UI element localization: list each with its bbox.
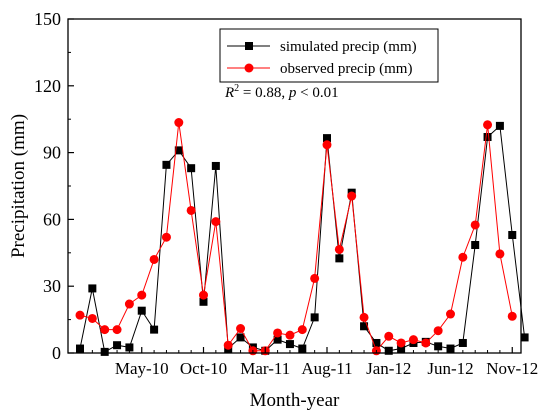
observed-data-point: [495, 249, 505, 259]
simulated-data-point: [483, 133, 492, 142]
simulated-data-point: [236, 333, 245, 342]
observed-data-point: [396, 338, 406, 348]
x-tick-label: Aug-11: [301, 359, 352, 378]
x-tick-label: May-10: [115, 359, 169, 378]
simulated-data-point: [298, 344, 307, 353]
observed-data-point: [100, 325, 110, 335]
r2-value: = 0.88,: [239, 85, 289, 101]
legend-label-observed: observed precip (mm): [280, 61, 412, 77]
observed-data-point: [285, 330, 295, 340]
observed-data-point: [483, 120, 493, 130]
y-axis-label: Precipitation (mm): [8, 114, 29, 258]
observed-data-point: [359, 312, 369, 322]
observed-data-point: [161, 232, 171, 242]
legend: simulated precip (mm) observed precip (m…: [219, 28, 439, 83]
y-tick-label: 60: [43, 209, 61, 229]
simulated-data-point: [88, 284, 97, 293]
simulated-data-point: [211, 161, 220, 170]
observed-data-point: [458, 252, 468, 262]
simulated-data-point: [285, 340, 294, 349]
y-tick-label: 0: [52, 343, 61, 363]
p-value: < 0.01: [296, 85, 338, 101]
observed-data-point: [310, 273, 320, 283]
observed-data-point: [446, 309, 455, 319]
legend-box: [219, 28, 439, 83]
p-letter: p: [288, 85, 297, 101]
simulated-data-point: [434, 342, 443, 351]
r2-letter: R: [224, 85, 234, 101]
simulated-data-point: [174, 146, 183, 155]
simulated-data-point: [458, 338, 467, 347]
x-tick-label: Oct-10: [180, 359, 227, 378]
observed-data-point: [347, 191, 357, 201]
simulated-data-point: [310, 313, 319, 322]
legend-label-simulated: simulated precip (mm): [280, 39, 417, 55]
y-tick-label: 90: [43, 143, 61, 163]
observed-data-point: [174, 118, 184, 128]
simulated-data-point: [495, 121, 504, 130]
observed-data-point: [149, 254, 159, 264]
simulated-data-point: [397, 344, 406, 353]
r2-superscript: 2: [234, 83, 239, 94]
x-axis-label: Month-year: [250, 390, 340, 411]
observed-data-point: [470, 220, 480, 230]
x-tick-label: Jun-12: [427, 359, 473, 378]
simulated-data-point: [76, 344, 84, 353]
simulated-data-point: [508, 230, 517, 239]
y-tick-label: 30: [43, 276, 61, 296]
observed-data-point: [322, 140, 332, 150]
observed-data-point: [211, 217, 221, 227]
observed-data-point: [297, 325, 307, 335]
simulated-data-point: [335, 254, 344, 263]
simulated-data-point: [273, 335, 282, 344]
x-tick-label: Mar-11: [240, 359, 290, 378]
observed-data-point: [223, 340, 233, 350]
simulated-data-point: [187, 164, 196, 173]
x-tick-label: Nov-12: [486, 359, 538, 378]
y-tick-label: 120: [34, 76, 61, 96]
x-tick-label: Jan-12: [366, 359, 411, 378]
simulated-data-point: [323, 134, 331, 143]
observed-data-point: [199, 290, 208, 300]
simulated-data-point: [360, 322, 369, 331]
simulated-data-point: [372, 338, 381, 347]
observed-data-point: [112, 325, 122, 335]
observed-data-point: [186, 205, 196, 215]
observed-data-point: [421, 338, 431, 348]
simulated-data-point: [162, 160, 171, 169]
observed-data-point: [273, 328, 283, 338]
observed-data-point: [384, 331, 394, 341]
simulated-data-point: [113, 341, 122, 350]
simulated-data-point: [125, 343, 134, 352]
simulated-data-point: [150, 325, 159, 334]
observed-data-point: [124, 299, 134, 309]
simulated-data-point: [199, 297, 208, 306]
observed-data-point: [408, 335, 418, 345]
observed-data-point: [433, 326, 443, 336]
r2-annotation: R2 = 0.88, p < 0.01: [224, 83, 339, 101]
observed-data-point: [236, 324, 246, 334]
legend-marker-observed: [244, 63, 254, 73]
observed-data-point: [75, 310, 85, 320]
observed-data-point: [87, 313, 97, 323]
observed-data-point: [137, 290, 147, 300]
simulated-data-point: [471, 241, 480, 250]
simulated-data-point: [137, 306, 146, 315]
legend-marker-simulated: [245, 42, 253, 50]
y-tick-label: 150: [34, 9, 61, 29]
observed-data-point: [334, 244, 344, 254]
observed-data-point: [507, 311, 517, 321]
simulated-data-point: [520, 333, 529, 342]
